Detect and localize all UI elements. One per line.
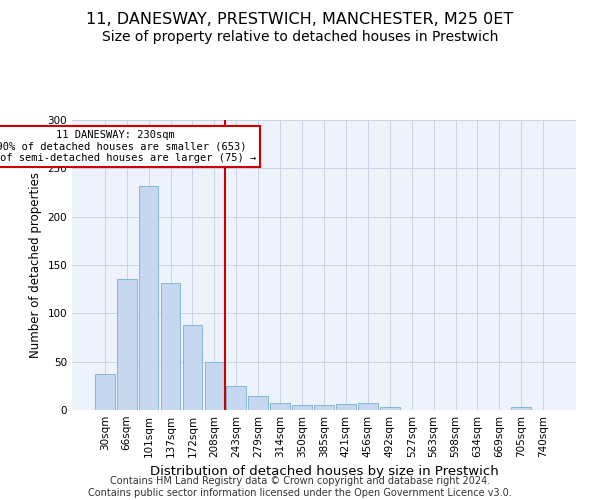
Bar bbox=[205, 362, 224, 410]
X-axis label: Distribution of detached houses by size in Prestwich: Distribution of detached houses by size … bbox=[149, 466, 499, 478]
Bar bbox=[358, 403, 378, 410]
Bar bbox=[314, 405, 334, 410]
Text: Size of property relative to detached houses in Prestwich: Size of property relative to detached ho… bbox=[102, 30, 498, 44]
Y-axis label: Number of detached properties: Number of detached properties bbox=[29, 172, 42, 358]
Text: 11, DANESWAY, PRESTWICH, MANCHESTER, M25 0ET: 11, DANESWAY, PRESTWICH, MANCHESTER, M25… bbox=[86, 12, 514, 28]
Bar bbox=[336, 404, 356, 410]
Text: Contains HM Land Registry data © Crown copyright and database right 2024.
Contai: Contains HM Land Registry data © Crown c… bbox=[88, 476, 512, 498]
Bar bbox=[292, 405, 312, 410]
Bar bbox=[95, 374, 115, 410]
Bar bbox=[270, 403, 290, 410]
Bar bbox=[511, 407, 531, 410]
Bar bbox=[226, 386, 246, 410]
Bar bbox=[248, 396, 268, 410]
Bar bbox=[380, 407, 400, 410]
Bar bbox=[117, 278, 137, 410]
Bar bbox=[139, 186, 158, 410]
Bar bbox=[161, 284, 181, 410]
Text: 11 DANESWAY: 230sqm
← 90% of detached houses are smaller (653)
10% of semi-detac: 11 DANESWAY: 230sqm ← 90% of detached ho… bbox=[0, 130, 256, 163]
Bar bbox=[182, 325, 202, 410]
